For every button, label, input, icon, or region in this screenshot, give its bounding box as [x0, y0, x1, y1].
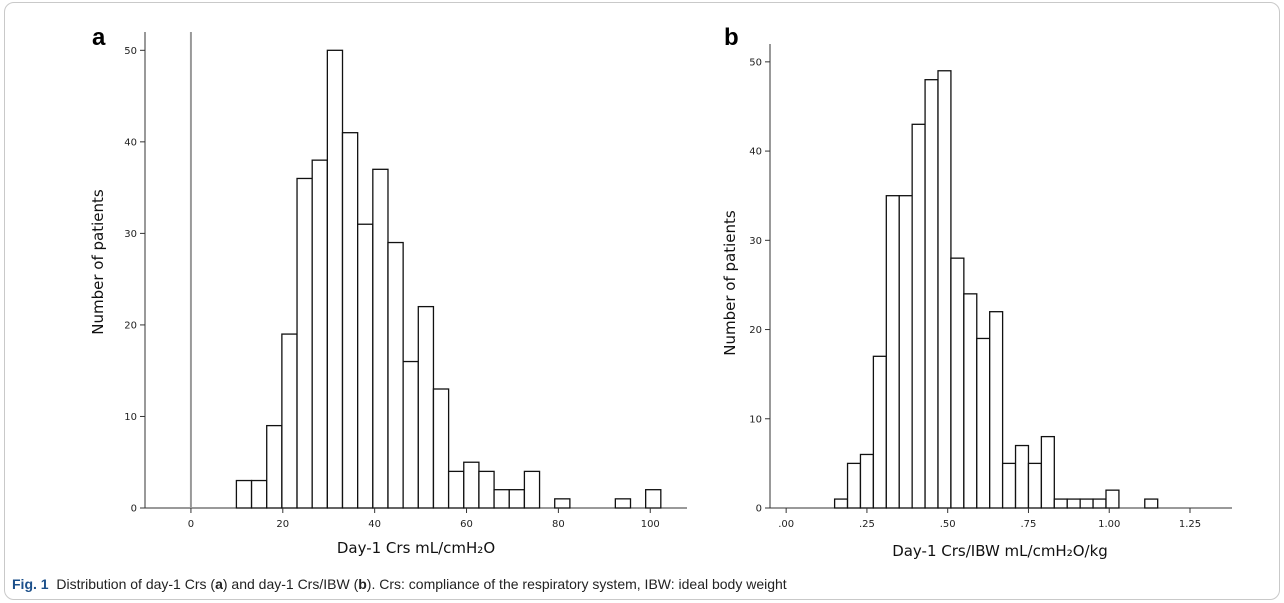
- y-tick-label: 30: [749, 236, 762, 247]
- chart-panel-a: a 0 10 20 30 40 50 0 20 40 60 80 100 Number of pat…: [89, 24, 687, 557]
- histogram-bar: [885, 195, 900, 509]
- chart-panel-b: b 0 10 20 30 40 50 .00 .25 .50 .75 1.00 1.25 Numbe…: [721, 24, 1232, 560]
- histogram-bar: [1040, 435, 1055, 509]
- histogram-bar: [235, 479, 253, 509]
- x-ticks-b: .00 .25 .50 .75 1.00 1.25: [778, 508, 1201, 530]
- histogram-bar: [1105, 489, 1120, 509]
- histogram-bar: [833, 498, 849, 509]
- y-axis-title-a: Number of patients: [89, 189, 107, 335]
- figure-caption: Fig. 1 Distribution of day-1 Crs (a) and…: [12, 576, 787, 592]
- histogram-bar: [898, 195, 913, 509]
- histogram-bar: [357, 223, 374, 509]
- histogram-bar: [872, 355, 887, 509]
- caption-ref-a: a: [215, 576, 223, 592]
- x-tick-label: 1.00: [1098, 519, 1120, 530]
- histogram-bar: [1092, 498, 1107, 509]
- histogram-bar: [554, 498, 571, 509]
- histogram-bar: [402, 360, 419, 509]
- y-tick-label: 20: [749, 325, 762, 336]
- x-tick-label: 60: [460, 519, 473, 530]
- histogram-bar: [846, 462, 862, 509]
- histogram-bar: [447, 470, 465, 509]
- histogram-bar: [326, 49, 344, 509]
- y-ticks-b: 0 10 20 30 40 50: [749, 57, 770, 515]
- y-tick-label: 10: [124, 412, 137, 423]
- panel-label-b: b: [724, 24, 739, 51]
- y-tick-label: 50: [124, 46, 137, 57]
- x-tick-label: .25: [859, 519, 875, 530]
- x-ticks-a: 0 20 40 60 80 100: [188, 508, 660, 530]
- y-tick-label: 10: [749, 414, 762, 425]
- histogram-bar: [266, 424, 283, 509]
- y-tick-label: 30: [124, 229, 137, 240]
- x-tick-label: 40: [368, 519, 381, 530]
- x-axis-title-b: Day-1 Crs/IBW mL/cmH₂O/kg: [892, 542, 1108, 560]
- histogram-bar: [1001, 462, 1017, 509]
- histogram-bar: [463, 461, 480, 509]
- histogram-bar: [281, 333, 298, 509]
- histogram-bar: [1066, 498, 1081, 509]
- histogram-bar: [478, 470, 495, 509]
- x-tick-label: .00: [778, 519, 794, 530]
- histogram-bar: [976, 337, 991, 509]
- caption-ref-b: b: [358, 576, 367, 592]
- histogram-bar: [372, 168, 389, 509]
- x-tick-label: 80: [552, 519, 565, 530]
- x-tick-label: 1.25: [1179, 519, 1201, 530]
- bars-group-b: [833, 70, 1159, 509]
- histogram-bar: [341, 132, 359, 509]
- histogram-bar: [924, 79, 939, 509]
- histogram-bar: [1027, 462, 1043, 509]
- y-tick-label: 40: [124, 137, 137, 148]
- panel-label-a: a: [92, 24, 106, 51]
- histogram-bar: [645, 489, 662, 509]
- caption-figure-label: Fig. 1: [12, 576, 49, 592]
- histogram-bar: [1053, 498, 1068, 509]
- y-tick-label: 0: [756, 504, 762, 515]
- caption-text-1: Distribution of day-1 Crs (: [56, 576, 216, 592]
- x-tick-label: .75: [1021, 519, 1037, 530]
- caption-text-3: ). Crs: compliance of the respiratory sy…: [366, 576, 787, 592]
- x-tick-label: 0: [188, 519, 194, 530]
- y-axis-title-b: Number of patients: [721, 210, 739, 356]
- histogram-bar: [614, 498, 632, 509]
- histogram-bar: [1144, 498, 1159, 509]
- histogram-bar: [250, 479, 268, 509]
- histogram-bar: [387, 241, 404, 509]
- y-tick-label: 0: [131, 504, 137, 515]
- bars-group-a: [189, 32, 662, 509]
- y-tick-label: 40: [749, 147, 762, 158]
- y-tick-label: 20: [124, 320, 137, 331]
- histogram-bar: [508, 489, 526, 509]
- figure-frame: [4, 2, 1280, 600]
- y-tick-label: 50: [749, 57, 762, 68]
- histogram-bar: [937, 70, 952, 509]
- x-axis-title-a: Day-1 Crs mL/cmH₂O: [337, 539, 495, 557]
- histogram-bar: [311, 159, 329, 509]
- x-tick-label: 100: [641, 519, 660, 530]
- histogram-bar: [417, 305, 435, 509]
- x-tick-label: .50: [940, 519, 956, 530]
- y-ticks-a: 0 10 20 30 40 50: [124, 46, 145, 515]
- histogram-bar: [963, 293, 978, 509]
- caption-text-2: ) and day-1 Crs/IBW (: [222, 576, 359, 592]
- histogram-bar: [1079, 498, 1094, 509]
- histogram-bar: [493, 489, 510, 509]
- histogram-bar: [432, 388, 450, 509]
- histogram-bar: [950, 257, 965, 509]
- histogram-bar: [1014, 444, 1030, 509]
- histogram-bar: [911, 123, 926, 509]
- histogram-bar: [859, 453, 875, 509]
- x-tick-label: 20: [276, 519, 289, 530]
- histogram-bar: [523, 470, 541, 509]
- histogram-bar: [296, 177, 313, 509]
- histogram-bar: [989, 311, 1004, 509]
